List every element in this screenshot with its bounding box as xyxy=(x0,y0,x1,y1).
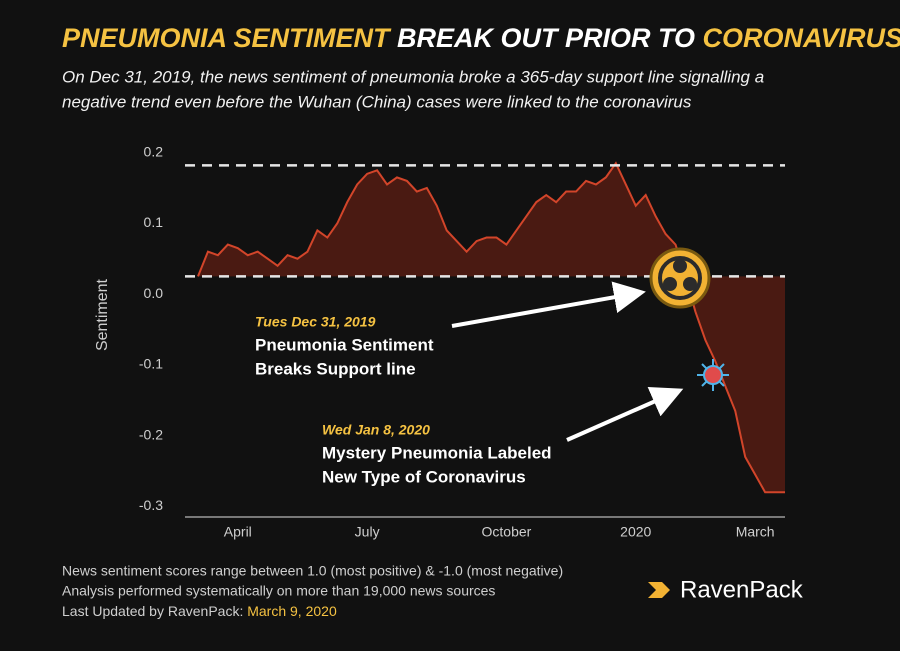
annotation-date: Wed Jan 8, 2020 xyxy=(322,422,430,438)
biohazard-icon xyxy=(649,247,711,309)
y-tick-label: 0.2 xyxy=(144,143,164,159)
logo: RavenPack xyxy=(680,576,804,603)
text-part: CORONAVIRUS xyxy=(703,23,900,53)
chart-title: PNEUMONIA SENTIMENT BREAK OUT PRIOR TO C… xyxy=(62,23,900,53)
text-part: Last Updated by RavenPack: xyxy=(62,603,247,619)
annotation-text: New Type of Coronavirus xyxy=(322,467,526,486)
y-axis-label: Sentiment xyxy=(94,278,111,351)
y-tick-label: -0.3 xyxy=(139,497,163,513)
y-tick-label: 0.0 xyxy=(144,285,164,301)
annotation-date: Tues Dec 31, 2019 xyxy=(255,314,376,330)
y-tick-label: -0.2 xyxy=(139,426,163,442)
footer-note: News sentiment scores range between 1.0 … xyxy=(62,563,563,579)
subtitle: negative trend even before the Wuhan (Ch… xyxy=(62,92,692,111)
x-tick-label: 2020 xyxy=(620,524,651,540)
area xyxy=(198,163,785,493)
arrow xyxy=(566,387,684,442)
arrow xyxy=(451,281,646,328)
annotation-text: Breaks Support line xyxy=(255,359,416,378)
logo-mark xyxy=(648,582,670,598)
text-part: BREAK OUT PRIOR TO xyxy=(390,23,703,53)
annotation-text: Pneumonia Sentiment xyxy=(255,335,434,354)
text-part: PNEUMONIA SENTIMENT xyxy=(62,23,392,53)
subtitle: On Dec 31, 2019, the news sentiment of p… xyxy=(62,67,764,86)
footer-note: Analysis performed systematically on mor… xyxy=(62,583,495,599)
virus-icon xyxy=(697,359,729,391)
footer-updated: Last Updated by RavenPack: March 9, 2020 xyxy=(62,603,337,619)
y-tick-label: 0.1 xyxy=(144,214,164,230)
x-tick-label: July xyxy=(355,524,380,540)
plot-area: 0.2 0.1 0.0 -0.1 -0.2 -0.3 April July October 202… xyxy=(139,143,785,540)
x-tick-label: October xyxy=(482,524,532,540)
y-tick-label: -0.1 xyxy=(139,356,163,372)
x-tick-label: March xyxy=(736,524,775,540)
text-part: March 9, 2020 xyxy=(247,603,337,619)
annotation-text: Mystery Pneumonia Labeled xyxy=(322,443,552,462)
x-tick-label: April xyxy=(224,524,252,540)
